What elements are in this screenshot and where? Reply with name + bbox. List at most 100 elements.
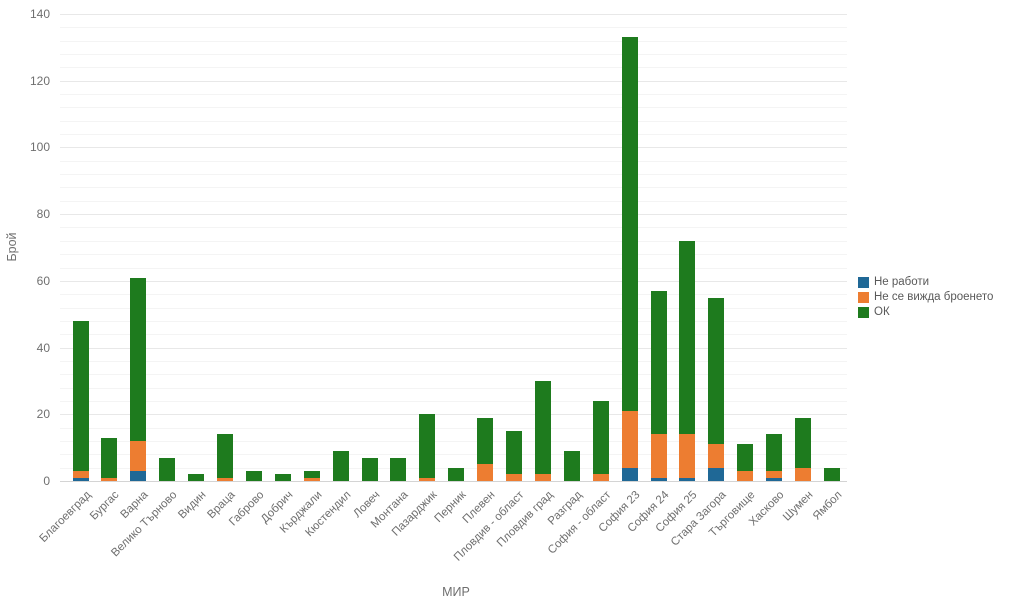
bar-segment (766, 477, 783, 481)
gridline-y-major (60, 147, 847, 148)
bar-segment (217, 434, 233, 478)
bar-segment (217, 477, 233, 481)
gridline-y-minor (60, 54, 847, 55)
gridline-y-minor (60, 161, 847, 162)
legend-swatch-icon (858, 306, 869, 318)
bar-segment (101, 477, 118, 481)
bar-stack (563, 14, 580, 481)
bar-segment (130, 440, 147, 471)
bar-stack (534, 14, 551, 481)
bar-segment (563, 450, 580, 481)
y-tick-label: 80 (36, 207, 50, 221)
bar-segment (101, 437, 118, 478)
bar-stack (274, 14, 291, 481)
bar-stack (303, 14, 320, 481)
legend-swatch-icon (858, 291, 869, 303)
legend-item[interactable]: Не се вижда броенето (858, 291, 993, 303)
bar-segment (72, 477, 89, 481)
bar-segment (361, 457, 378, 481)
bar-segment (303, 477, 320, 481)
gridline-y-minor (60, 94, 847, 95)
y-tick-label: 20 (36, 407, 50, 421)
gridline-y-minor (60, 174, 847, 175)
bar-stack (708, 14, 725, 481)
gridline-y-major (60, 414, 847, 415)
gridline-y-minor (60, 201, 847, 202)
bar-segment (592, 400, 609, 475)
gridline-y-minor (60, 321, 847, 322)
bar-segment (823, 467, 840, 481)
gridline-y-minor (60, 254, 847, 255)
gridline-y-minor (60, 134, 847, 135)
bar-stack (361, 14, 378, 481)
bar-segment (737, 444, 754, 471)
bar-segment (274, 474, 291, 481)
bar-segment (766, 434, 783, 471)
bar-segment (708, 297, 725, 445)
bar-segment (534, 380, 551, 475)
bar-stack (101, 14, 118, 481)
bar-stack (823, 14, 840, 481)
bar-segment (592, 474, 609, 481)
gridline-y-minor (60, 308, 847, 309)
gridline-y-major (60, 81, 847, 82)
gridline-y-minor (60, 107, 847, 108)
gridline-y-minor (60, 374, 847, 375)
gridline-y-minor (60, 401, 847, 402)
bar-stack (390, 14, 407, 481)
bar-stack (448, 14, 465, 481)
y-tick-label: 60 (36, 274, 50, 288)
bar-stack (592, 14, 609, 481)
bar-stack (621, 14, 638, 481)
bar-segment (737, 470, 754, 481)
x-axis-line (60, 481, 847, 482)
bar-stack (795, 14, 811, 481)
bar-segment (332, 450, 349, 481)
bar-stack (72, 14, 89, 481)
legend-item[interactable]: ОК (858, 306, 993, 318)
legend-item[interactable]: Не работи (858, 276, 993, 288)
x-axis-title: МИР (442, 585, 470, 599)
y-tick-label: 0 (43, 474, 50, 488)
bar-segment (390, 457, 407, 481)
gridline-y-minor (60, 388, 847, 389)
bar-segment (708, 467, 725, 481)
bar-stack (737, 14, 754, 481)
bar-segment (245, 470, 262, 481)
y-axis-title: Брой (5, 232, 19, 262)
bar-segment (650, 434, 667, 478)
gridline-y-minor (60, 121, 847, 122)
gridline-y-minor (60, 441, 847, 442)
bar-stack (159, 14, 176, 481)
gridline-y-minor (60, 268, 847, 269)
bar-segment (419, 477, 436, 481)
bar-stack (419, 14, 436, 481)
gridline-y-major (60, 348, 847, 349)
y-tick-label: 100 (29, 140, 50, 154)
gridline-y-minor (60, 67, 847, 68)
legend: Не работи Не се вижда броенето ОК (858, 276, 993, 321)
gridline-y-minor (60, 41, 847, 42)
bar-segment (477, 417, 494, 465)
legend-label: ОК (874, 306, 890, 318)
bar-segment (188, 474, 205, 481)
bar-segment (621, 410, 638, 468)
bar-stack (332, 14, 349, 481)
bar-segment (679, 477, 696, 481)
y-tick-label: 40 (36, 341, 50, 355)
gridline-y-minor (60, 241, 847, 242)
bar-stack (477, 14, 494, 481)
bar-segment (506, 474, 522, 481)
bar-segment (419, 414, 436, 478)
bar-stack (679, 14, 696, 481)
bar-segment (448, 467, 465, 481)
bar-segment (679, 240, 696, 435)
gridline-y-minor (60, 294, 847, 295)
bar-segment (303, 470, 320, 478)
legend-label: Не работи (874, 276, 930, 288)
bar-segment (534, 474, 551, 481)
y-tick-label: 140 (29, 7, 50, 21)
bar-segment (72, 470, 89, 478)
bar-segment (708, 444, 725, 468)
bar-stack (188, 14, 205, 481)
